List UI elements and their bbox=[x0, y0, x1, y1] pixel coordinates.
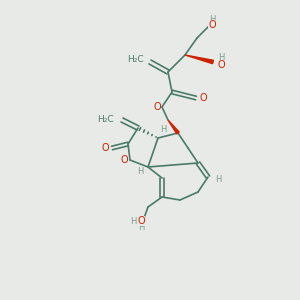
Text: O: O bbox=[120, 155, 128, 165]
Text: O: O bbox=[208, 20, 216, 30]
Text: O: O bbox=[217, 60, 225, 70]
Polygon shape bbox=[168, 120, 179, 134]
Text: H: H bbox=[137, 167, 143, 176]
Text: H: H bbox=[209, 14, 215, 23]
Text: H: H bbox=[218, 53, 224, 62]
Text: H₂C: H₂C bbox=[128, 55, 144, 64]
Text: H₂C: H₂C bbox=[98, 116, 114, 124]
Text: O: O bbox=[101, 143, 109, 153]
Text: O: O bbox=[153, 102, 161, 112]
Text: H: H bbox=[138, 224, 144, 232]
Text: H: H bbox=[215, 176, 221, 184]
Text: O: O bbox=[137, 216, 145, 226]
Text: H: H bbox=[130, 217, 136, 226]
Text: H: H bbox=[160, 125, 166, 134]
Polygon shape bbox=[185, 55, 213, 64]
Text: O: O bbox=[199, 93, 207, 103]
